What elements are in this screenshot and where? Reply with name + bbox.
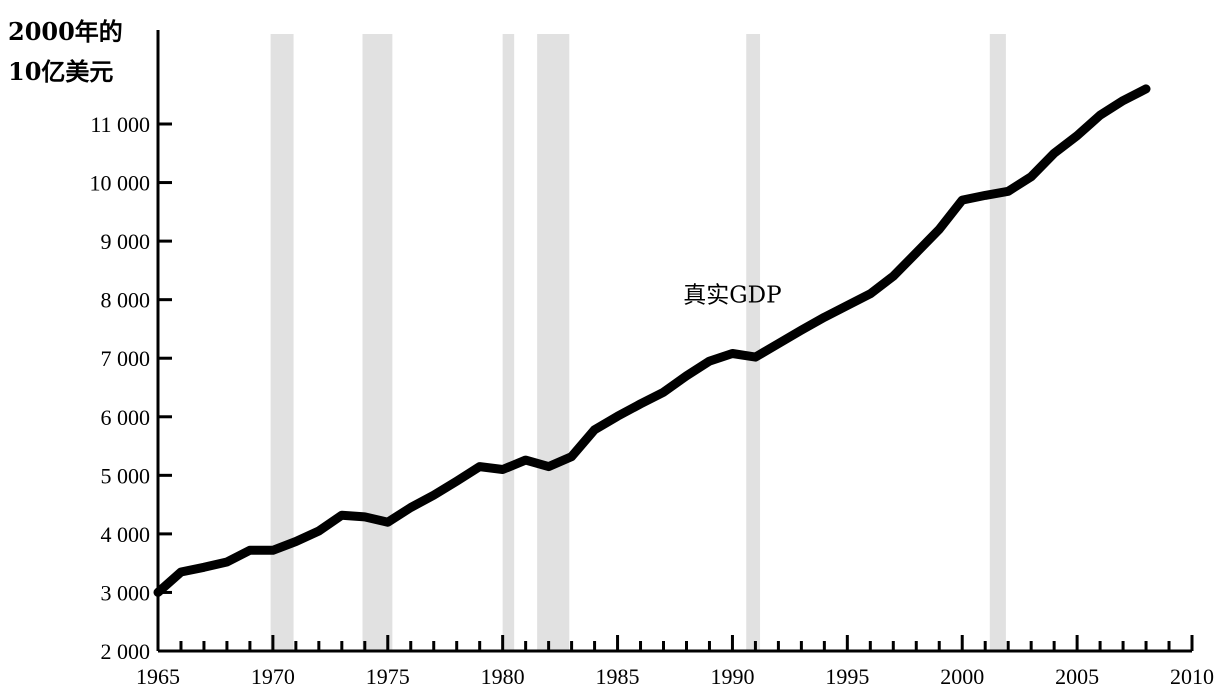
recession-bands [270,34,1006,651]
y-axis-label: 2000年的 10亿美元 [8,17,123,86]
recession-band-1 [362,34,393,651]
x-tick-label: 1965 [136,664,180,689]
recession-band-3 [537,34,570,651]
y-axis-label-line-1: 2000年的 [8,17,123,46]
x-tick-label: 1990 [710,664,754,689]
x-tick-label: 2010 [1170,664,1214,689]
y-tick-label: 3 000 [101,580,151,605]
x-tick-label: 2000 [940,664,984,689]
x-tick-label: 1985 [596,664,640,689]
y-tick-label: 9 000 [101,229,151,254]
y-tick-label: 11 000 [90,112,150,137]
x-tick-label: 1975 [366,664,410,689]
axes [156,30,1192,653]
series-group: 真实GDP [153,84,1151,597]
x-tick-label: 2005 [1055,664,1099,689]
series-label: 真实GDP [683,283,781,309]
recession-band-0 [270,34,294,651]
x-ticks: 1965 1970 1975 1980 1985 1990 1995 2000 2005 2010 [136,635,1214,689]
recession-band-4 [746,34,761,651]
y-axis-label-line-2: 10亿美元 [8,57,113,86]
y-tick-label: 7 000 [101,346,151,371]
y-tick-label: 10 000 [90,171,151,196]
y-tick-label: 4 000 [101,522,151,547]
x-tick-label: 1980 [481,664,525,689]
y-tick-label: 5 000 [101,463,151,488]
x-tick-label: 1995 [825,664,869,689]
y-tick-label: 2 000 [101,639,151,664]
x-tick-label: 1970 [251,664,295,689]
recession-band-2 [502,34,515,651]
recession-band-5 [989,34,1006,651]
y-ticks: 2 000 3 000 4 000 5 000 6 000 7 000 8 000 9 000… [90,112,172,664]
y-tick-label: 6 000 [101,405,151,430]
series-line-0 [153,84,1151,597]
y-tick-label: 8 000 [101,288,151,313]
